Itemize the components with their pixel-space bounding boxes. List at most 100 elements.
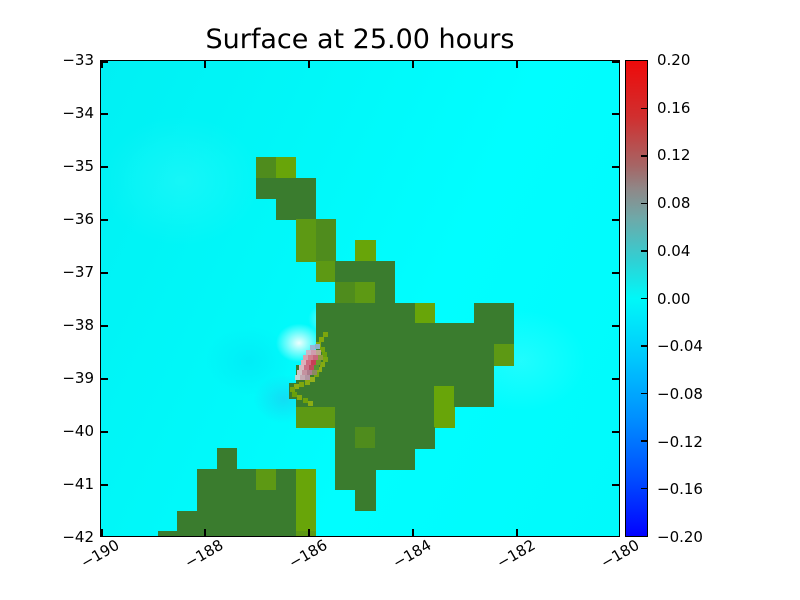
land-cell	[295, 406, 317, 428]
land-cell	[355, 385, 376, 408]
land-cell	[276, 198, 297, 220]
fine-grid-pixel	[316, 360, 321, 365]
fine-grid-pixel	[307, 370, 312, 375]
x-tick	[308, 529, 310, 536]
fine-grid-pixel	[314, 365, 319, 370]
land-cell	[197, 510, 218, 532]
land-cell	[355, 365, 376, 387]
land-cell	[295, 219, 317, 241]
land-cell	[216, 510, 238, 532]
x-tick-label: −180	[597, 535, 643, 573]
land-cell	[473, 365, 495, 387]
y-tick	[612, 61, 619, 63]
land-cell	[493, 344, 514, 366]
land-cell	[216, 448, 238, 470]
land-cell	[276, 177, 297, 200]
land-cell	[236, 469, 257, 491]
y-tick	[612, 272, 619, 274]
colorbar-label: 0.16	[657, 98, 691, 117]
land-cell	[374, 281, 396, 304]
land-cell	[335, 448, 356, 470]
land-cell	[473, 385, 495, 408]
land-cell	[414, 385, 435, 408]
fine-grid-pixel	[323, 357, 328, 362]
y-tick	[612, 166, 619, 168]
colorbar-tick	[641, 345, 647, 347]
x-tick	[412, 61, 414, 68]
fine-grid-pixel	[292, 392, 297, 397]
fine-grid-pixel	[312, 370, 317, 375]
land-cell	[473, 302, 495, 324]
y-tick	[101, 166, 108, 168]
fine-grid-pixel	[309, 365, 314, 370]
y-tick	[612, 484, 619, 486]
land-cell	[374, 448, 396, 470]
land-cell	[295, 198, 317, 220]
chart-title: Surface at 25.00 hours	[205, 24, 515, 55]
land-cell	[315, 406, 337, 428]
x-tick	[101, 61, 103, 68]
fine-grid-pixel	[290, 387, 295, 392]
land-cell	[355, 302, 376, 324]
land-cell	[434, 323, 455, 345]
y-tick-label: −41	[62, 475, 94, 493]
fine-grid-pixel	[294, 384, 299, 389]
colorbar-tick	[641, 107, 647, 109]
x-tick	[308, 61, 310, 68]
land-cell	[374, 385, 396, 408]
land-cell	[414, 302, 435, 324]
land-cell	[335, 281, 356, 304]
land-cell	[276, 531, 297, 536]
land-cell	[454, 344, 475, 366]
land-cell	[374, 406, 396, 428]
fine-grid-pixel	[308, 355, 313, 360]
land-cell	[394, 302, 416, 324]
land-cell	[216, 489, 238, 512]
y-tick	[101, 378, 108, 380]
fine-grid-pixel	[319, 337, 324, 342]
fine-grid-pixel	[316, 350, 321, 355]
land-cell	[394, 448, 416, 470]
colorbar-tick	[641, 297, 647, 299]
fine-grid-pixel	[311, 360, 316, 365]
colorbar-tick	[641, 487, 647, 489]
land-cell	[355, 281, 376, 304]
colorbar-label: −0.04	[657, 337, 703, 356]
y-tick-label: −40	[62, 422, 94, 440]
land-cell	[177, 510, 198, 532]
y-tick	[101, 484, 108, 486]
land-cell	[315, 385, 337, 408]
colorbar-label: −0.12	[657, 432, 703, 451]
colorbar	[625, 60, 648, 537]
colorbar-label: −0.16	[657, 480, 703, 499]
land-cell	[256, 177, 277, 200]
colorbar-label: 0.04	[657, 241, 691, 260]
land-cell	[315, 240, 337, 262]
land-cell	[335, 323, 356, 345]
land-cell	[335, 385, 356, 408]
fine-grid-pixel	[299, 365, 304, 370]
x-tick	[516, 529, 518, 536]
land-cell	[434, 406, 455, 428]
land-cell	[454, 323, 475, 345]
fine-grid-pixel	[303, 398, 308, 403]
colorbar-label: 0.00	[657, 289, 691, 308]
y-tick	[612, 325, 619, 327]
fine-grid-pixel	[301, 360, 306, 365]
fine-grid-pixel	[304, 365, 309, 370]
x-tick-label: −184	[389, 535, 435, 573]
x-tick	[516, 61, 518, 68]
fine-grid-pixel	[317, 367, 322, 372]
land-cell	[335, 406, 356, 428]
fine-grid-pixel	[310, 377, 315, 382]
land-cell	[355, 323, 376, 345]
land-cell	[434, 385, 455, 408]
fine-grid-pixel	[295, 375, 300, 380]
fine-grid-pixel	[306, 350, 311, 355]
land-cell	[414, 323, 435, 345]
land-cell	[355, 448, 376, 470]
land-cell	[394, 344, 416, 366]
land-cell	[355, 261, 376, 283]
land-cell	[295, 240, 317, 262]
